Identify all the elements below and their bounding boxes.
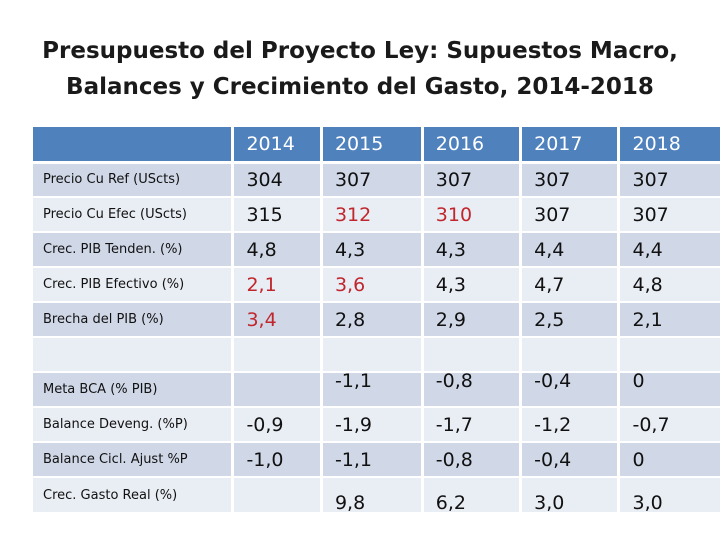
row-label: Crec. Gasto Real (%)	[33, 476, 233, 512]
table-cell: 2,5	[519, 301, 619, 337]
table-cell: 4,3	[420, 231, 521, 267]
table-cell: 310	[420, 196, 521, 232]
table-cell: -1,2	[519, 406, 619, 442]
header-row: 2014 2015 2016 2017 2018	[33, 127, 720, 164]
table-cell	[231, 371, 322, 407]
title-line-1: Presupuesto del Proyecto Ley: Supuestos …	[42, 38, 678, 64]
table-cell	[617, 336, 720, 372]
table-cell	[231, 336, 322, 372]
table-cell: -0,8	[420, 371, 521, 407]
table-row: Crec. PIB Efectivo (%) 2,1 3,6 4,3 4,7 4…	[33, 266, 720, 302]
table-row: Crec. Gasto Real (%) 9,8 6,2 3,0 3,0	[33, 476, 720, 512]
table-cell	[319, 336, 423, 372]
table-cell: 0	[617, 371, 720, 407]
table-cell	[231, 476, 322, 512]
table-row-empty	[33, 336, 720, 372]
table-cell: 0	[617, 441, 720, 477]
table-cell: -1,7	[420, 406, 521, 442]
table-cell: 307	[420, 161, 521, 197]
table-cell: -1,0	[231, 441, 322, 477]
row-label: Crec. PIB Efectivo (%)	[33, 266, 233, 302]
slide-title: Presupuesto del Proyecto Ley: Supuestos …	[20, 33, 700, 105]
row-label	[33, 336, 233, 372]
row-label: Balance Deveng. (%P)	[33, 406, 233, 442]
table-cell: 307	[519, 161, 619, 197]
table-cell: 2,9	[420, 301, 521, 337]
year-header: 2014	[231, 127, 322, 164]
table-cell: -0,4	[519, 441, 619, 477]
table-cell: -0,4	[519, 371, 619, 407]
table-cell	[519, 336, 619, 372]
row-label: Meta BCA (% PIB)	[33, 371, 233, 407]
cell-value: 6,2	[435, 492, 466, 512]
year-header: 2015	[319, 127, 423, 164]
table-cell: 312	[319, 196, 423, 232]
table-cell: 4,3	[420, 266, 521, 302]
cell-value: 0	[632, 372, 645, 392]
table-cell: 2,1	[231, 266, 322, 302]
year-header: 2018	[617, 127, 720, 164]
cell-value: 3,0	[632, 492, 663, 512]
table-cell: 307	[519, 196, 619, 232]
table-cell: 3,0	[617, 476, 720, 512]
table-cell: 4,3	[319, 231, 423, 267]
header-corner-cell	[33, 127, 233, 164]
title-line-2: Balances y Crecimiento del Gasto, 2014-2…	[66, 74, 654, 100]
table-cell: 307	[617, 196, 720, 232]
cell-value: -1,1	[334, 372, 373, 392]
table-row: Meta BCA (% PIB) -1,1 -0,8 -0,4 0	[33, 371, 720, 407]
row-label: Balance Cicl. Ajust %P	[33, 441, 233, 477]
table-cell: 307	[319, 161, 423, 197]
table-cell: 4,8	[231, 231, 322, 267]
row-label: Precio Cu Ref (UScts)	[33, 161, 233, 197]
table-cell: -0,9	[231, 406, 322, 442]
table-cell: -1,1	[319, 441, 423, 477]
table-cell: -0,8	[420, 441, 521, 477]
table-cell: 9,8	[319, 476, 423, 512]
table-cell: 4,7	[519, 266, 619, 302]
table-cell: 315	[231, 196, 322, 232]
table-cell: 3,0	[519, 476, 619, 512]
table-cell: -1,9	[319, 406, 423, 442]
table-cell: 3,6	[319, 266, 423, 302]
table-cell: 4,4	[617, 231, 720, 267]
row-label: Crec. PIB Tenden. (%)	[33, 231, 233, 267]
cell-value: 9,8	[334, 492, 366, 512]
table-cell: 304	[231, 161, 322, 197]
table-cell: 2,1	[617, 301, 720, 337]
table-cell: 3,4	[231, 301, 322, 337]
row-label: Precio Cu Efec (UScts)	[33, 196, 233, 232]
cell-value: -0,4	[534, 372, 572, 392]
table-row: Balance Deveng. (%P) -0,9 -1,9 -1,7 -1,2…	[33, 406, 720, 442]
row-label: Brecha del PIB (%)	[33, 301, 233, 337]
year-header: 2016	[420, 127, 521, 164]
table-cell: 6,2	[420, 476, 521, 512]
table-cell	[420, 336, 521, 372]
table-cell: 4,8	[617, 266, 720, 302]
table-row: Balance Cicl. Ajust %P -1,0 -1,1 -0,8 -0…	[33, 441, 720, 477]
data-table: 2014 2015 2016 2017 2018 Precio Cu Ref (…	[33, 127, 720, 512]
table-row: Precio Cu Ref (UScts) 304 307 307 307 30…	[33, 161, 720, 197]
table-row: Brecha del PIB (%) 3,4 2,8 2,9 2,5 2,1	[33, 301, 720, 337]
table-cell: 307	[617, 161, 720, 197]
year-header: 2017	[519, 127, 619, 164]
table-row: Precio Cu Efec (UScts) 315 312 310 307 3…	[33, 196, 720, 232]
cell-value: -0,8	[435, 372, 473, 392]
table-cell: 2,8	[319, 301, 423, 337]
table-cell: -0,7	[617, 406, 720, 442]
table-cell: -1,1	[319, 371, 423, 407]
table-cell: 4,4	[519, 231, 619, 267]
cell-value: 3,0	[534, 492, 565, 512]
table-row: Crec. PIB Tenden. (%) 4,8 4,3 4,3 4,4 4,…	[33, 231, 720, 267]
